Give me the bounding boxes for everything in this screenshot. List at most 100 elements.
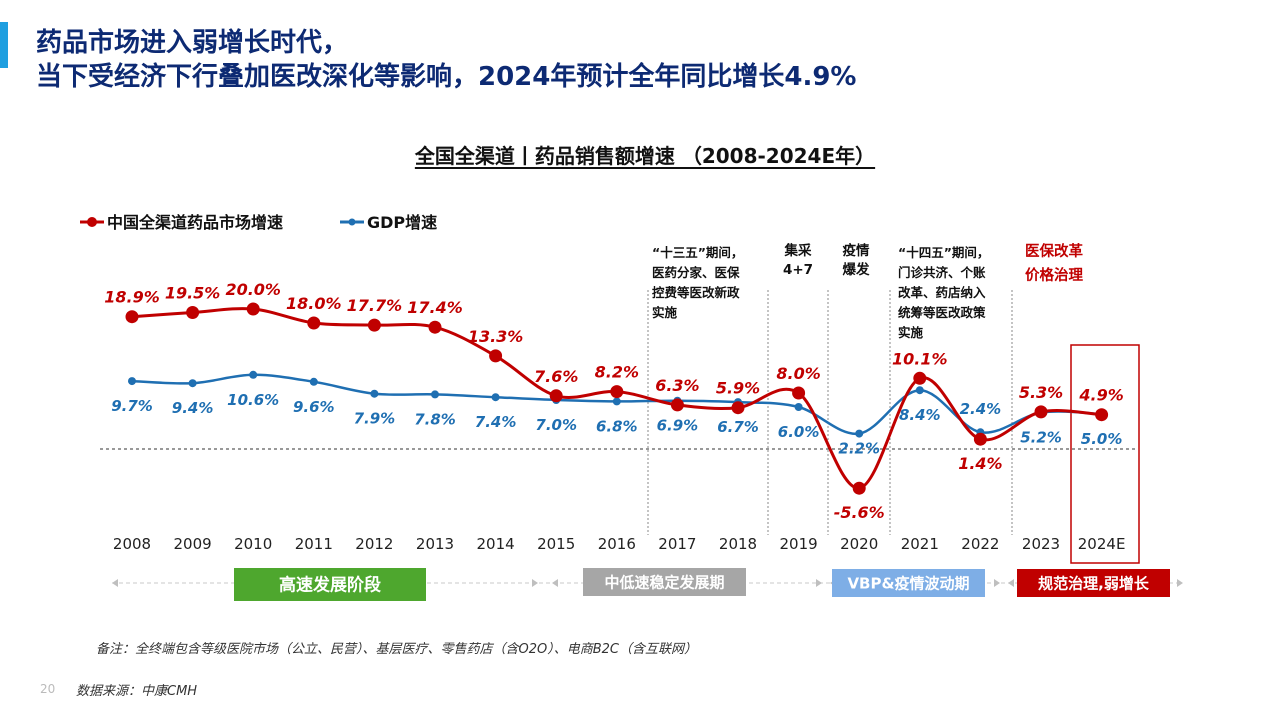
gdp-point-2019 bbox=[794, 403, 803, 411]
x-tick-2015: 2015 bbox=[537, 535, 575, 553]
annotation-2-line-2: 4+7 bbox=[783, 262, 813, 278]
phase-box-4 bbox=[1017, 569, 1170, 597]
gdp-point-2012 bbox=[370, 389, 379, 398]
pharma-label-2013: 17.4% bbox=[407, 298, 463, 317]
x-tick-2011: 2011 bbox=[295, 535, 333, 553]
pharma-point-2020 bbox=[852, 481, 866, 495]
annotation-3-line-2: 爆发 bbox=[843, 261, 871, 278]
legend-blue-marker bbox=[348, 218, 356, 226]
phase-label-4: 规范治理,弱增长 bbox=[1038, 574, 1150, 592]
phase-box-1 bbox=[234, 568, 426, 601]
gdp-label-2016: 6.8% bbox=[596, 417, 638, 435]
gdp-label-2008: 9.7% bbox=[111, 397, 153, 415]
gdp-point-2011 bbox=[309, 377, 318, 386]
phase-box-3 bbox=[832, 569, 985, 597]
gdp-point-2009 bbox=[188, 379, 197, 388]
gdp-label-2015: 7.0% bbox=[535, 416, 577, 434]
timeline-arrow-3 bbox=[552, 579, 558, 587]
pharma-point-2016 bbox=[610, 385, 624, 399]
pharma-label-2012: 17.7% bbox=[347, 296, 403, 315]
pharma-label-2021: 10.1% bbox=[892, 349, 948, 368]
x-tick-2016: 2016 bbox=[598, 535, 636, 553]
pharma-point-2008 bbox=[125, 310, 139, 324]
pharma-point-2012 bbox=[367, 318, 381, 332]
x-tick-2017: 2017 bbox=[658, 535, 696, 553]
phase-label-1: 高速发展阶段 bbox=[279, 575, 381, 596]
gdp-label-2024E: 5.0% bbox=[1081, 430, 1123, 448]
pharma-point-2023 bbox=[1034, 405, 1048, 419]
pharma-label-2018: 5.9% bbox=[716, 379, 760, 398]
gdp-label-2013: 7.8% bbox=[414, 410, 456, 428]
pharma-point-2010 bbox=[246, 302, 260, 316]
phase-box-2 bbox=[583, 568, 746, 596]
legend-label-gdp: GDP增速 bbox=[367, 213, 437, 232]
pharma-label-2015: 7.6% bbox=[534, 367, 578, 386]
pharma-label-2022: 1.4% bbox=[958, 454, 1002, 473]
pharma-label-2011: 18.0% bbox=[286, 294, 342, 313]
annotation-4-line-5: 实施 bbox=[898, 325, 924, 340]
gdp-label-2021: 8.4% bbox=[899, 406, 941, 424]
forecast-highlight-box bbox=[1070, 344, 1140, 564]
gdp-label-2020: 2.2% bbox=[838, 440, 880, 458]
gdp-point-2008 bbox=[128, 377, 136, 386]
page-title-line-2: 当下受经济下行叠加医改深化等影响，2024年预计全年同比增长4.9% bbox=[36, 62, 857, 92]
pharma-label-2023: 5.3% bbox=[1019, 383, 1063, 402]
gdp-label-2014: 7.4% bbox=[475, 413, 517, 431]
timeline-arrow-4 bbox=[816, 579, 822, 587]
gdp-label-2023: 5.2% bbox=[1020, 429, 1062, 447]
timeline-arrow-1 bbox=[112, 579, 118, 587]
pharma-label-2016: 8.2% bbox=[595, 363, 639, 382]
pharma-point-2019 bbox=[792, 386, 806, 400]
pharma-point-2014 bbox=[489, 349, 503, 363]
pharma-point-2013 bbox=[428, 320, 442, 334]
gdp-point-2021 bbox=[915, 386, 924, 395]
annotation-3-line-1: 疫情 bbox=[843, 242, 871, 259]
gdp-point-2014 bbox=[491, 393, 500, 402]
annotation-1-line-3: 控费等医改新政 bbox=[652, 285, 740, 300]
pharma-point-2022 bbox=[973, 432, 987, 446]
pharma-point-2018 bbox=[731, 401, 745, 415]
annotation-4-line-3: 改革、药店纳入 bbox=[898, 285, 986, 300]
x-tick-2022: 2022 bbox=[961, 535, 999, 553]
data-source: 数据来源：中康CMH bbox=[76, 684, 198, 699]
gdp-point-2013 bbox=[431, 390, 439, 399]
gdp-point-2010 bbox=[249, 370, 258, 379]
pharma-label-2014: 13.3% bbox=[468, 327, 524, 346]
gdp-point-2020 bbox=[855, 429, 864, 438]
gdp-growth-line bbox=[131, 373, 1102, 435]
pharma-label-2009: 19.5% bbox=[165, 284, 221, 303]
annotation-4-line-2: 门诊共济、个账 bbox=[898, 265, 986, 280]
x-tick-2021: 2021 bbox=[901, 535, 939, 553]
timeline-arrow-6 bbox=[994, 579, 1000, 587]
annotation-5-line-2: 价格治理 bbox=[1025, 266, 1083, 284]
timeline-arrow-8 bbox=[1177, 579, 1183, 587]
annotation-2-line-1: 集采 bbox=[784, 242, 813, 259]
annotation-1-line-4: 实施 bbox=[652, 305, 678, 320]
x-tick-2018: 2018 bbox=[719, 535, 757, 553]
annotation-4-line-4: 统筹等医改政策 bbox=[898, 305, 986, 320]
pharma-label-2008: 18.9% bbox=[104, 288, 160, 307]
pharma-label-2010: 20.0% bbox=[225, 280, 281, 299]
gdp-point-2016 bbox=[612, 397, 621, 406]
timeline-arrow-7 bbox=[1008, 579, 1014, 587]
pharma-point-2011 bbox=[307, 316, 321, 330]
annotation-4-line-1: “十四五”期间， bbox=[898, 245, 989, 260]
page-number: 20 bbox=[40, 682, 56, 696]
x-tick-2009: 2009 bbox=[174, 535, 212, 553]
legend-red-marker bbox=[87, 217, 97, 227]
footnote: 备注：全终端包含等级医院市场（公立、民营）、基层医疗、零售药店（含O2O）、电商… bbox=[96, 642, 698, 657]
x-tick-2024E: 2024E bbox=[1078, 535, 1126, 553]
pharma-label-2024E: 4.9% bbox=[1078, 386, 1123, 405]
pharma-point-2021 bbox=[913, 371, 927, 385]
pharma-point-2015 bbox=[549, 389, 563, 403]
chart-title: 全国全渠道丨药品销售额增速 （2008-2024E年） bbox=[414, 144, 876, 168]
gdp-label-2017: 6.9% bbox=[657, 417, 699, 435]
x-tick-2014: 2014 bbox=[477, 535, 515, 553]
pharma-point-2024E bbox=[1095, 408, 1109, 422]
pharma-label-2019: 8.0% bbox=[776, 364, 820, 383]
x-tick-2023: 2023 bbox=[1022, 535, 1060, 553]
pharma-point-2009 bbox=[186, 306, 200, 319]
gdp-label-2009: 9.4% bbox=[172, 399, 214, 417]
title-accent-bar bbox=[0, 22, 8, 68]
